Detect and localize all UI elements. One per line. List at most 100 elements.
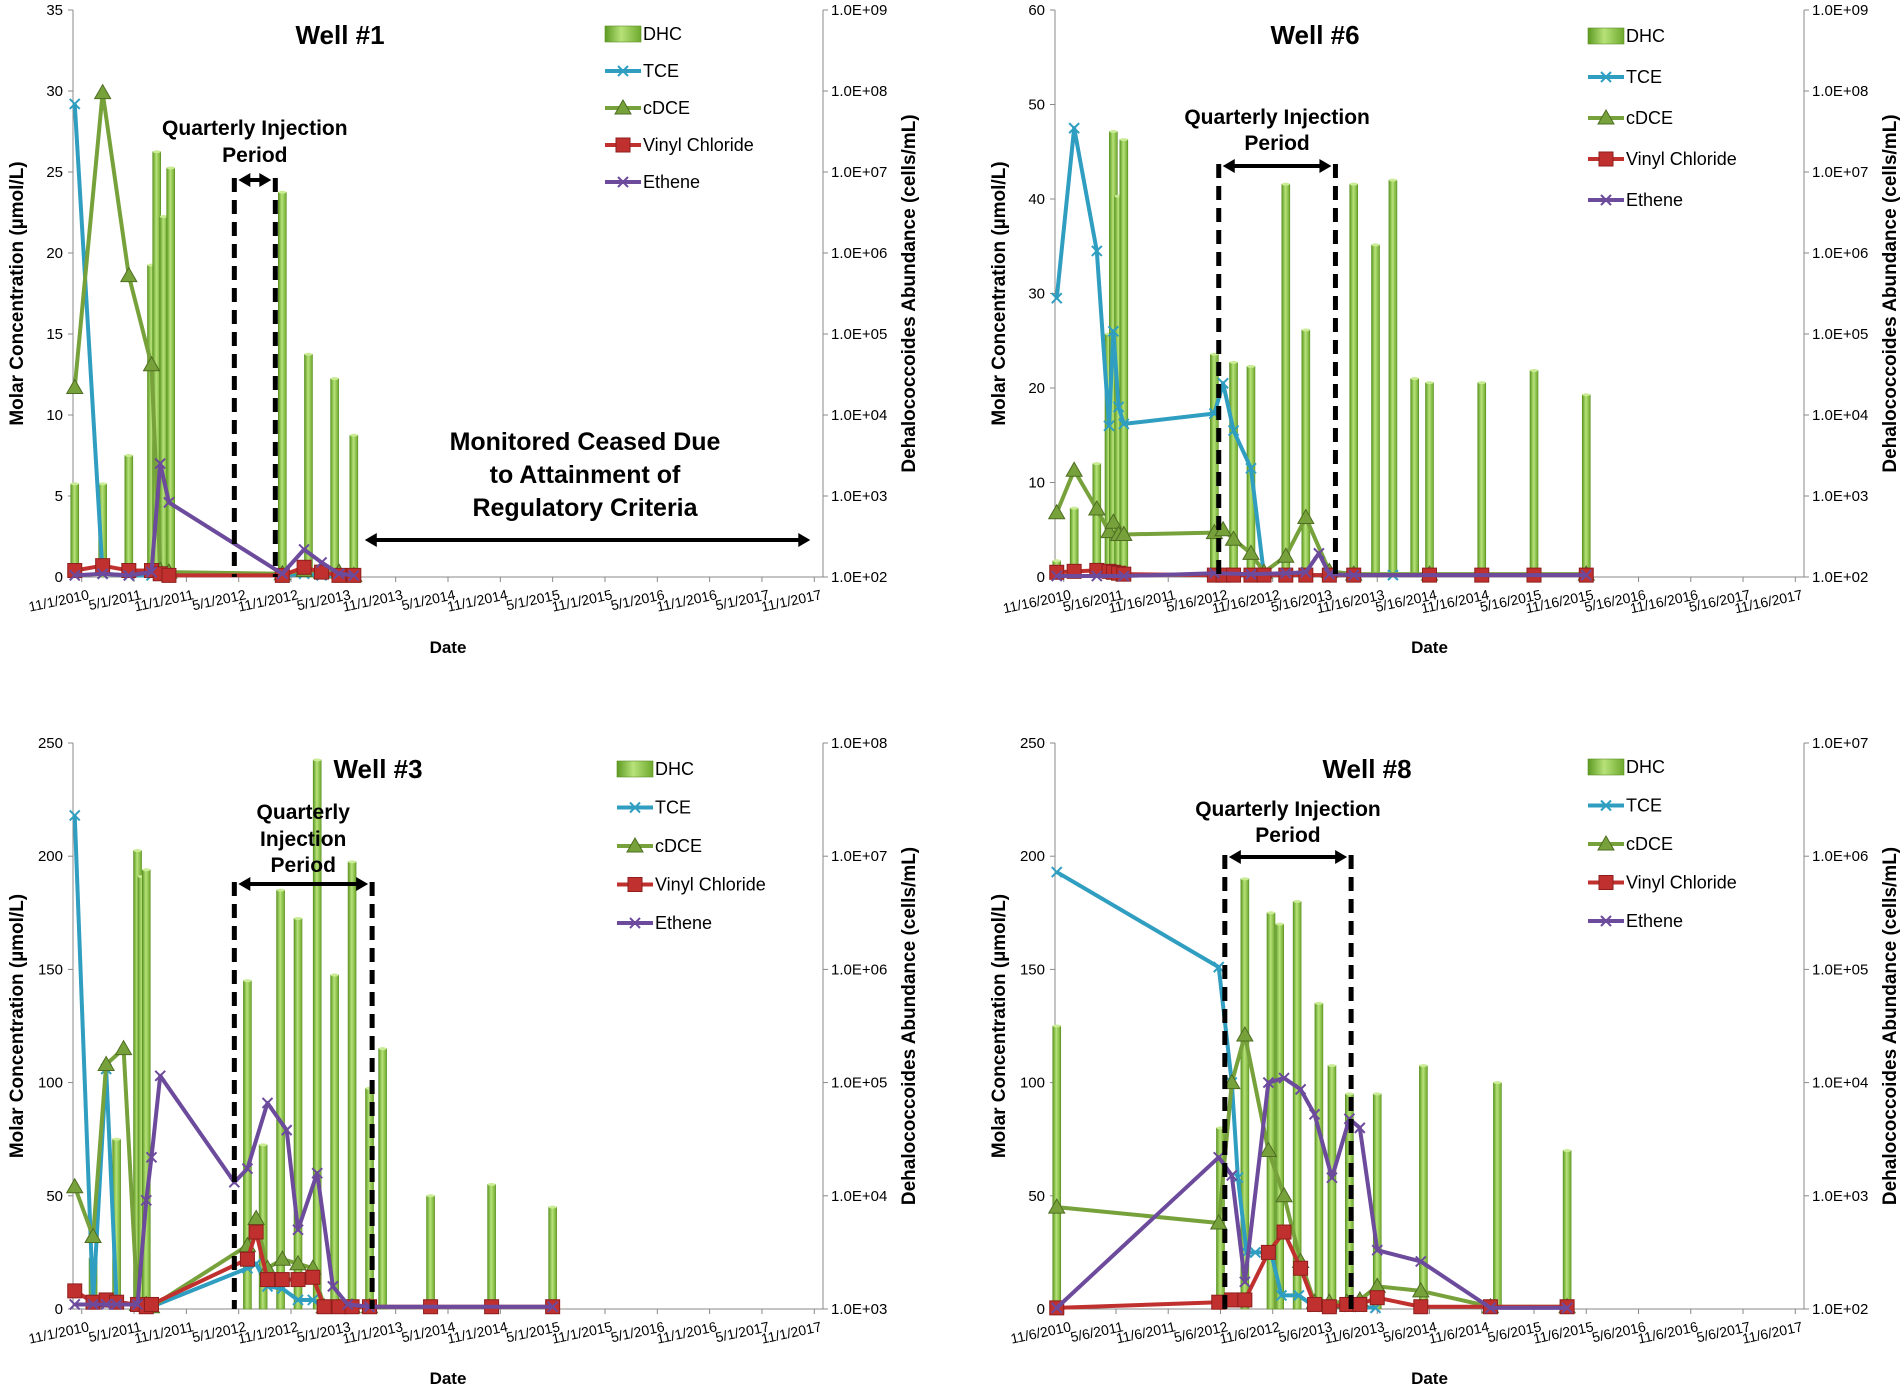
arrow-head [259,173,272,187]
dhc-bar-cap [548,1205,557,1209]
series-point [1323,568,1336,580]
series-point [1051,866,1063,878]
dhc-bar [330,974,339,1310]
series-point [1597,834,1615,851]
y2-tick-label: 1.0E+02 [1812,569,1868,586]
series-point [296,559,312,575]
dhc-bar [124,455,134,578]
series-point [1275,1289,1288,1302]
y-axis-title: Molar Concentration (µmol/L) [7,894,28,1158]
dhc-bar-cap [133,849,142,853]
series-point [290,1272,306,1288]
dhc-bar-cap [1229,360,1238,364]
series-point [69,809,81,822]
x-axis-title: Date [430,638,467,657]
series-point [1598,875,1614,890]
legend-label: Vinyl Chloride [1626,149,1737,169]
legend-label: cDCE [655,836,702,856]
series-point [1321,1299,1337,1315]
dhc-bar-cap [1493,1081,1502,1085]
dhc-bar-cap [1240,877,1249,881]
dhc-bar-cap [1052,1024,1061,1028]
y-tick-label: 25 [46,164,63,181]
dhc-bar-cap [348,860,357,864]
chart-panel-2: 0 10 20 30 40 50 60 1.0E+02 1.0E+03 1.0E+04 1.0E+0… [989,2,1901,657]
x-tick-label: 11/6/2011 [1115,1318,1177,1346]
series-point [276,568,289,580]
x-tick-label: 11/6/2012 [1218,1318,1281,1346]
series-point [1276,1224,1292,1240]
dhc-bar [1477,382,1487,578]
series-point [100,1298,112,1311]
series-point [1278,1072,1290,1084]
dhc-bar-cap [1582,393,1591,397]
arrow-head [1319,159,1332,173]
y2-tick-label: 1.0E+02 [831,569,887,586]
dhc-bar-cap [152,150,161,154]
y2-tick-label: 1.0E+05 [1812,961,1868,978]
dhc-bar [1529,370,1539,578]
series-point [1249,1246,1262,1259]
injection-label: Injection [260,828,346,851]
x-axis-title: Date [1411,1369,1448,1387]
legend-swatch-dhc [604,25,642,43]
dhc-bar-cap [304,352,313,356]
series-point [289,1254,307,1271]
dhc-bar-cap [426,1194,435,1198]
series-point [1415,1255,1427,1268]
series-point [1232,1171,1244,1184]
dhc-bar [293,918,303,1310]
series-point [1352,1296,1368,1312]
legend-swatch-dhc [1587,27,1625,45]
series-point [1597,108,1615,125]
series-point [1371,1244,1383,1256]
series-point [1051,1302,1063,1314]
legend-label: cDCE [1626,834,1673,854]
series-point [131,1298,144,1311]
dhc-bar-cap [142,868,151,872]
x-tick-label: 11/1/2014 [446,1318,509,1346]
dhc-bar [1388,179,1398,578]
y-tick-label: 50 [1028,97,1045,114]
series-point [348,569,360,582]
monitor-note: Monitored Ceased Due [450,428,721,456]
dhc-bar [1349,183,1359,578]
series-point [1600,194,1612,206]
dhc-bar-cap [159,215,168,219]
series-point [292,1294,304,1306]
dhc-bar [1562,1150,1572,1310]
dhc-bar-cap [166,166,175,170]
chart-panel-1: 0 5 10 15 20 25 30 35 1.0E+02 1.0E+03 1.0E+04 1.0E+… [7,2,920,657]
series-line-tce [1054,126,1587,578]
series-point [123,569,135,582]
x-tick-label: 11/1/2010 [27,586,90,614]
series-point [110,1298,123,1311]
series-point [1293,1260,1309,1276]
series-point [629,801,641,814]
y-tick-label: 0 [1037,1301,1045,1318]
series-point [241,1162,254,1175]
y2-tick-label: 1.0E+05 [1812,326,1868,343]
series-point [1369,1290,1385,1306]
series-point [1227,424,1240,437]
series-point [298,543,310,556]
series-point [1242,544,1260,560]
series-point [1260,1244,1276,1260]
y-tick-label: 0 [55,569,63,586]
dhc-bar-cap [1477,381,1486,385]
series-point [1224,530,1243,546]
series-point [546,1301,559,1313]
series-point [1118,570,1130,582]
dhc-bar-cap [1109,130,1118,133]
series-point [1047,503,1066,520]
y-tick-label: 40 [1028,191,1045,208]
series-point [145,1151,158,1164]
arrow-head [1335,850,1348,864]
monitor-note: to Attainment of [490,461,681,489]
x-tick-label: 11/1/2014 [446,586,509,614]
series-point [1213,961,1225,973]
series-point [315,556,328,569]
dhc-bar-cap [1371,243,1380,247]
dhc-bar [1372,1093,1382,1310]
